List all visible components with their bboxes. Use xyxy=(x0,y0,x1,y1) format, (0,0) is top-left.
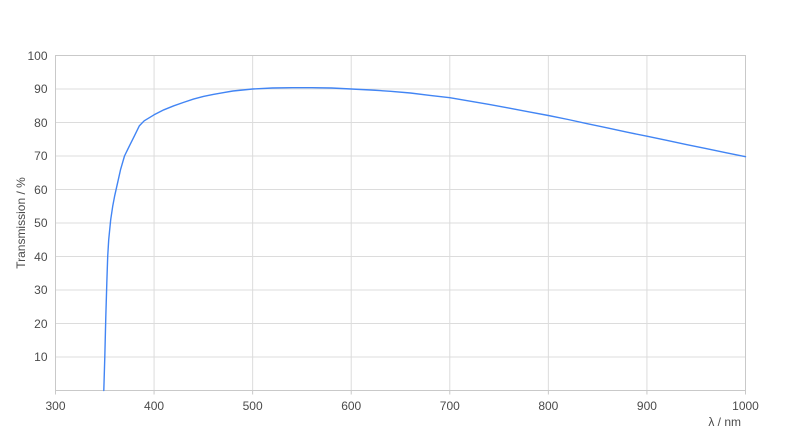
axis-tick-marks xyxy=(55,390,746,395)
x-axis-title: λ / nm xyxy=(708,415,741,429)
y-tick-label: 30 xyxy=(34,283,48,297)
y-tick-label: 10 xyxy=(34,350,48,364)
plot-border xyxy=(55,55,746,391)
x-tick-label: 400 xyxy=(144,398,165,413)
y-tick-label: 100 xyxy=(27,48,48,63)
y-tick-label: 70 xyxy=(34,149,48,163)
x-tick-label: 900 xyxy=(636,398,657,413)
x-tick-label: 600 xyxy=(341,398,362,413)
x-tick-label: 300 xyxy=(45,398,66,413)
x-tick-label: 500 xyxy=(242,398,263,413)
transmission-curve xyxy=(103,87,747,392)
gridlines xyxy=(55,55,746,391)
x-tick-label: 1000 xyxy=(732,398,759,413)
x-tick-label: 700 xyxy=(439,398,460,413)
y-axis-title: Transmission / % xyxy=(14,177,28,269)
y-tick-label: 80 xyxy=(34,115,48,130)
y-tick-label: 50 xyxy=(34,216,48,230)
x-tick-label: 800 xyxy=(538,398,559,413)
y-tick-label: 40 xyxy=(34,249,48,264)
y-tick-label: 90 xyxy=(34,82,48,96)
y-tick-label: 60 xyxy=(34,182,48,197)
y-tick-label: 20 xyxy=(34,316,48,331)
